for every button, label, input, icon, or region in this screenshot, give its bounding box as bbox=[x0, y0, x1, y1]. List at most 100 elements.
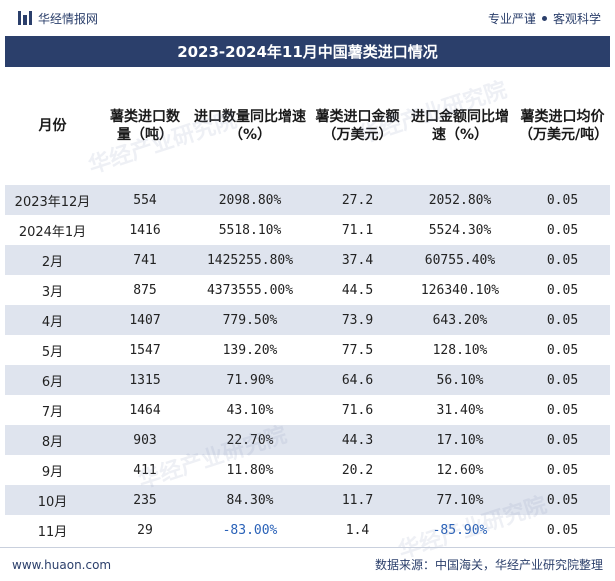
cell-import-value: 11.7 bbox=[310, 485, 405, 515]
cell-avg-price: 0.05 bbox=[515, 305, 610, 335]
cell-value-growth: 56.10% bbox=[405, 365, 515, 395]
cell-import-volume: 741 bbox=[100, 245, 190, 275]
cell-value-growth: 2052.80% bbox=[405, 185, 515, 215]
cell-volume-growth: 11.80% bbox=[190, 455, 310, 485]
cell-volume-growth: 4373555.00% bbox=[190, 275, 310, 305]
cell-avg-price: 0.05 bbox=[515, 335, 610, 365]
table-title: 2023-2024年11月中国薯类进口情况 bbox=[5, 36, 610, 67]
table-row: 8月 903 22.70% 44.3 17.10% 0.05 bbox=[5, 425, 610, 455]
cell-month: 11月 bbox=[5, 515, 100, 545]
cell-month: 9月 bbox=[5, 455, 100, 485]
cell-import-volume: 1416 bbox=[100, 215, 190, 245]
cell-value-growth: 60755.40% bbox=[405, 245, 515, 275]
cell-import-volume: 1407 bbox=[100, 305, 190, 335]
cell-avg-price: 0.05 bbox=[515, 515, 610, 545]
cell-avg-price: 0.05 bbox=[515, 395, 610, 425]
cell-import-value: 37.4 bbox=[310, 245, 405, 275]
cell-value-growth: 77.10% bbox=[405, 485, 515, 515]
col-header-import-value: 薯类进口金额（万美元） bbox=[315, 109, 400, 143]
cell-volume-growth: 139.20% bbox=[190, 335, 310, 365]
cell-import-volume: 1315 bbox=[100, 365, 190, 395]
cell-import-volume: 411 bbox=[100, 455, 190, 485]
cell-value-growth: 31.40% bbox=[405, 395, 515, 425]
cell-import-volume: 235 bbox=[100, 485, 190, 515]
cell-import-value: 71.1 bbox=[310, 215, 405, 245]
cell-month: 2月 bbox=[5, 245, 100, 275]
cell-value-growth: 17.10% bbox=[405, 425, 515, 455]
cell-value-growth: -85.90% bbox=[405, 515, 515, 545]
cell-month: 4月 bbox=[5, 305, 100, 335]
cell-month: 2024年1月 bbox=[5, 215, 100, 245]
cell-volume-growth: 779.50% bbox=[190, 305, 310, 335]
top-bar: 华经情报网 专业严谨 客观科学 bbox=[0, 0, 615, 36]
cell-volume-growth: 5518.10% bbox=[190, 215, 310, 245]
cell-import-volume: 1464 bbox=[100, 395, 190, 425]
cell-import-value: 77.5 bbox=[310, 335, 405, 365]
cell-import-value: 44.5 bbox=[310, 275, 405, 305]
cell-avg-price: 0.05 bbox=[515, 365, 610, 395]
cell-import-value: 27.2 bbox=[310, 185, 405, 215]
table-row: 7月 1464 43.10% 71.6 31.40% 0.05 bbox=[5, 395, 610, 425]
footer: www.huaon.com 数据来源：中国海关，华经产业研究院整理 bbox=[0, 547, 615, 581]
data-table: 月份 薯类进口数量（吨） 进口数量同比增速（%） 薯类进口金额（万美元） 进口金… bbox=[5, 67, 610, 545]
cell-import-volume: 554 bbox=[100, 185, 190, 215]
slogan-left: 专业严谨 bbox=[487, 11, 536, 26]
footer-site-link[interactable]: www.huaon.com bbox=[12, 557, 112, 572]
cell-value-growth: 126340.10% bbox=[405, 275, 515, 305]
cell-value-growth: 5524.30% bbox=[405, 215, 515, 245]
cell-value-growth: 128.10% bbox=[405, 335, 515, 365]
cell-value-growth: 12.60% bbox=[405, 455, 515, 485]
slogan: 专业严谨 客观科学 bbox=[488, 10, 615, 27]
slogan-right: 客观科学 bbox=[552, 11, 601, 26]
cell-month: 10月 bbox=[5, 485, 100, 515]
col-header-avg-price: 薯类进口均价（万美元/吨） bbox=[519, 109, 609, 143]
table-row: 2024年1月 1416 5518.10% 71.1 5524.30% 0.05 bbox=[5, 215, 610, 245]
cell-import-value: 64.6 bbox=[310, 365, 405, 395]
cell-avg-price: 0.05 bbox=[515, 275, 610, 305]
col-header-volume-growth: 进口数量同比增速（%） bbox=[194, 109, 306, 143]
table-row: 3月 875 4373555.00% 44.5 126340.10% 0.05 bbox=[5, 275, 610, 305]
cell-value-growth: 643.20% bbox=[405, 305, 515, 335]
cell-volume-growth: 43.10% bbox=[190, 395, 310, 425]
table-row: 11月 29 -83.00% 1.4 -85.90% 0.05 bbox=[5, 515, 610, 545]
cell-volume-growth: 84.30% bbox=[190, 485, 310, 515]
cell-month: 2023年12月 bbox=[5, 185, 100, 215]
table-row: 6月 1315 71.90% 64.6 56.10% 0.05 bbox=[5, 365, 610, 395]
brand[interactable]: 华经情报网 bbox=[0, 10, 98, 27]
cell-volume-growth: 1425255.80% bbox=[190, 245, 310, 275]
cell-avg-price: 0.05 bbox=[515, 425, 610, 455]
col-header-value-growth: 进口金额同比增速（%） bbox=[411, 109, 509, 143]
cell-month: 6月 bbox=[5, 365, 100, 395]
cell-import-value: 73.9 bbox=[310, 305, 405, 335]
cell-import-value: 71.6 bbox=[310, 395, 405, 425]
brand-logo-icon bbox=[18, 11, 32, 25]
cell-import-value: 1.4 bbox=[310, 515, 405, 545]
cell-import-volume: 875 bbox=[100, 275, 190, 305]
table-row: 4月 1407 779.50% 73.9 643.20% 0.05 bbox=[5, 305, 610, 335]
col-header-month: 月份 bbox=[38, 118, 67, 134]
cell-avg-price: 0.05 bbox=[515, 245, 610, 275]
table-row: 2月 741 1425255.80% 37.4 60755.40% 0.05 bbox=[5, 245, 610, 275]
col-header-import-volume: 薯类进口数量（吨） bbox=[110, 109, 180, 143]
cell-volume-growth: 71.90% bbox=[190, 365, 310, 395]
cell-import-value: 44.3 bbox=[310, 425, 405, 455]
cell-avg-price: 0.05 bbox=[515, 185, 610, 215]
cell-month: 7月 bbox=[5, 395, 100, 425]
cell-import-volume: 1547 bbox=[100, 335, 190, 365]
table-row: 9月 411 11.80% 20.2 12.60% 0.05 bbox=[5, 455, 610, 485]
footer-source: 数据来源：中国海关，华经产业研究院整理 bbox=[374, 558, 603, 572]
cell-volume-growth: 2098.80% bbox=[190, 185, 310, 215]
header-row: 月份 薯类进口数量（吨） 进口数量同比增速（%） 薯类进口金额（万美元） 进口金… bbox=[5, 67, 610, 185]
cell-import-volume: 903 bbox=[100, 425, 190, 455]
table-row: 10月 235 84.30% 11.7 77.10% 0.05 bbox=[5, 485, 610, 515]
cell-month: 3月 bbox=[5, 275, 100, 305]
cell-avg-price: 0.05 bbox=[515, 215, 610, 245]
bullet-dot-icon bbox=[541, 15, 547, 21]
cell-avg-price: 0.05 bbox=[515, 455, 610, 485]
cell-avg-price: 0.05 bbox=[515, 485, 610, 515]
brand-name: 华经情报网 bbox=[38, 11, 99, 26]
cell-month: 8月 bbox=[5, 425, 100, 455]
cell-volume-growth: 22.70% bbox=[190, 425, 310, 455]
cell-import-volume: 29 bbox=[100, 515, 190, 545]
table-row: 5月 1547 139.20% 77.5 128.10% 0.05 bbox=[5, 335, 610, 365]
